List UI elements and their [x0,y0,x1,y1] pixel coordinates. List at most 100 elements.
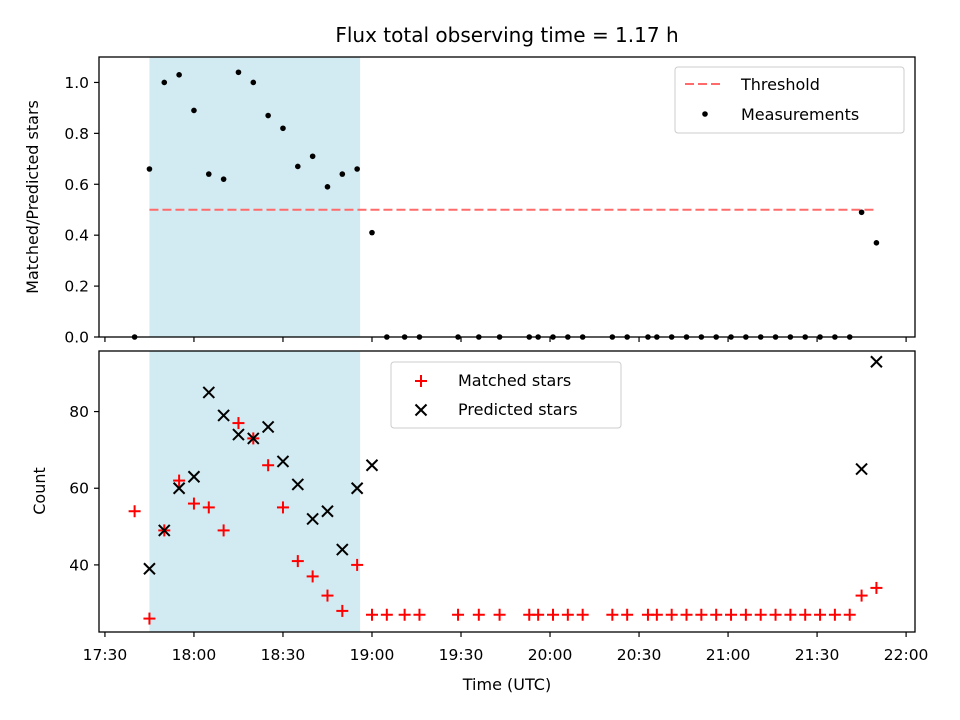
bottom-legend: Matched stars Predicted stars [390,361,622,429]
measurement-point [265,112,271,119]
matched-stars-point [769,608,782,621]
y-tick-label: 80 [69,403,89,421]
matched-stars-point [128,505,141,518]
matched-stars-point [576,608,589,621]
x-tick-label: 20:30 [617,646,662,664]
measurement-point [324,184,331,190]
y-tick-label: 40 [69,556,89,574]
matched-stars-point [202,501,215,514]
matched-stars-point [754,608,767,621]
matched-stars-point [413,608,426,621]
legend-box [390,361,622,429]
predicted-stars-point [336,543,349,556]
x-tick-label: 18:00 [172,646,217,664]
measurement-point [220,176,227,182]
predicted-stars-point [217,409,230,422]
legend-predicted-label: Predicted stars [458,400,578,419]
x-tick-label: 21:30 [795,646,840,664]
measurement-point [161,79,168,86]
top-panel-frame [98,56,916,338]
predicted-stars-point [202,386,215,399]
bottom-panel-y-axis-label: Count [30,467,49,515]
x-tick-label: 21:00 [706,646,751,664]
top-panel-y-axis-label: Matched/Predicted stars [23,100,42,294]
matched-stars-point [725,608,738,621]
legend-measurements-label: Measurements [741,105,859,124]
predicted-stars-point [247,432,260,445]
shaded-interval [149,351,361,632]
matched-stars-point [173,474,186,487]
matched-stars-point [532,608,545,621]
matched-stars-point [843,608,856,621]
measurement-point [250,79,257,86]
matched-stars-point [870,581,883,594]
bottom-panel: 40 60 80 17:30 18:00 18:30 19:00 19:30 20:00 20:3… [30,350,929,694]
matched-stars-point [217,524,230,537]
measurement-point [295,163,301,170]
matched-stars-point [336,604,349,617]
measurement-point [309,153,316,160]
matched-stars-point [452,608,465,621]
matched-stars-point [710,608,723,621]
predicted-stars-point [291,478,305,491]
matched-stars-point [365,608,378,621]
predicted-stars-point [158,524,171,537]
predicted-stars-point [306,512,319,526]
matched-stars-point [398,608,411,621]
matched-stars-point [739,608,752,621]
y-tick-label: 60 [69,480,89,498]
legend-box [674,66,905,134]
matched-stars-point [814,608,827,621]
x-axis-label: Time (UTC) [462,675,551,694]
matched-stars-point [380,608,393,621]
matched-stars-point [784,608,797,621]
matched-stars-point [472,608,485,621]
measurement-point [873,240,880,246]
x-tick-label: 17:30 [83,646,128,664]
matched-stars-point [650,608,663,621]
matched-stars-point [621,608,634,621]
measurement-point [354,166,360,172]
y-tick-label: 1.0 [64,74,89,92]
x-tick-label: 18:30 [261,646,306,664]
matched-stars-point [232,417,245,430]
y-tick-label: 0.0 [64,329,89,347]
predicted-stars-point [172,482,186,495]
measurement-point [339,171,346,177]
matched-stars-point [187,497,200,510]
matched-stars-point [855,589,868,602]
predicted-stars-point [365,459,379,472]
predicted-stars-point [350,482,364,495]
x-tick-label: 22:00 [884,646,929,664]
legend-matched-label: Matched stars [458,371,571,390]
matched-stars-point [262,459,275,472]
legend-threshold-label: Threshold [740,75,820,94]
matched-stars-point [799,608,812,621]
matched-stars-point [606,608,619,621]
matched-stars-point [291,555,304,568]
x-tick-label: 19:00 [350,646,395,664]
x-tick-label: 19:30 [439,646,484,664]
predicted-stars-point [187,470,201,483]
matched-stars-point [493,608,506,621]
matched-stars-point [546,608,559,621]
y-tick-label: 0.4 [64,227,89,245]
measurement-point [280,125,286,132]
matched-stars-point [276,501,289,514]
predicted-stars-point [261,420,275,434]
measurement-point [205,171,212,177]
y-tick-label: 0.2 [64,278,89,296]
matched-stars-point [695,608,708,621]
shaded-interval [149,57,361,337]
measurement-point [191,107,197,114]
matched-stars-point [561,608,574,621]
predicted-stars-point [143,562,156,575]
top-legend: Threshold Measurements [674,66,905,134]
top-panel: 0.0 0.2 0.4 0.6 0.8 1.0 Matched/Predicted sta… [23,56,916,347]
x-tick-label: 20:00 [528,646,573,664]
predicted-stars-point [870,355,883,368]
legend-measurements-swatch [702,111,708,117]
predicted-stars-point [321,505,334,518]
measurement-point [146,166,153,172]
